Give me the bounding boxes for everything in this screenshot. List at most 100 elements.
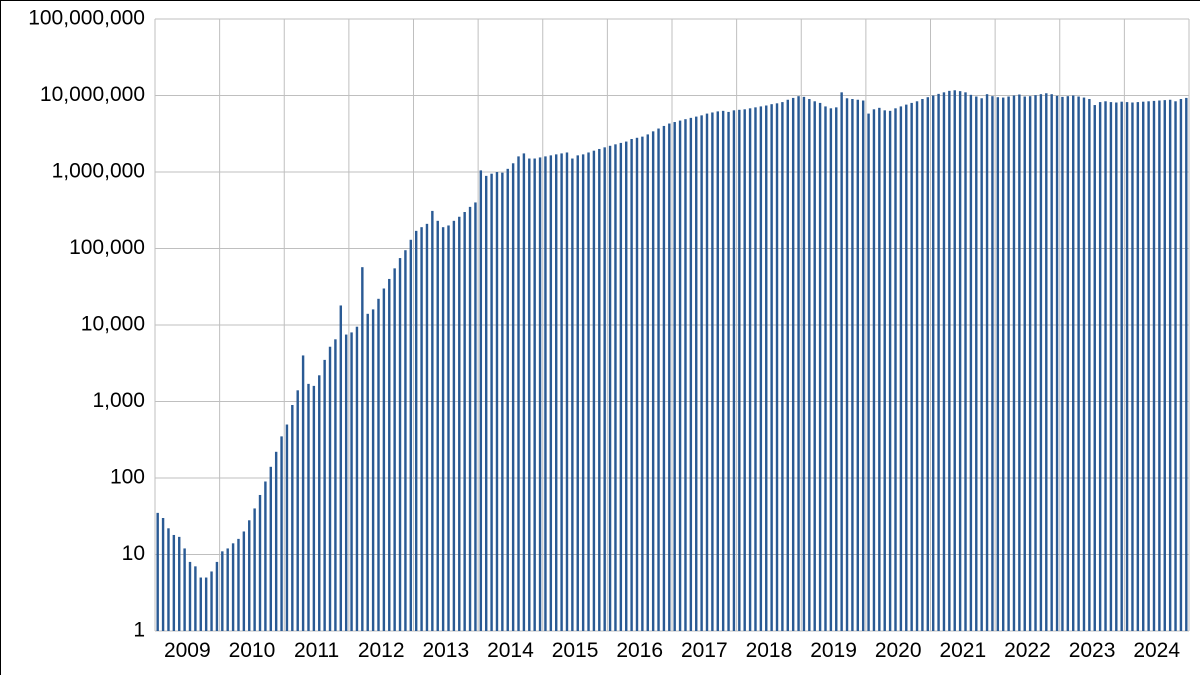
x-tick-label: 2023 xyxy=(1069,639,1116,662)
bar xyxy=(975,97,977,631)
y-tick-label: 1 xyxy=(133,619,145,642)
x-tick-label: 2018 xyxy=(746,639,793,662)
bar xyxy=(857,100,859,631)
bar xyxy=(760,106,762,631)
bar xyxy=(749,108,751,631)
x-tick-label: 2019 xyxy=(810,639,857,662)
bar xyxy=(426,224,428,631)
bar xyxy=(641,137,643,631)
bar xyxy=(469,207,471,631)
bar xyxy=(1126,102,1128,631)
bar xyxy=(706,114,708,631)
bar xyxy=(431,211,433,631)
bar xyxy=(372,309,374,631)
y-tick-label: 100,000,000 xyxy=(28,7,145,30)
bar xyxy=(507,169,509,631)
bar xyxy=(270,467,272,631)
bar xyxy=(754,107,756,631)
bar xyxy=(216,562,218,631)
bar xyxy=(1164,100,1166,631)
bar xyxy=(243,531,245,631)
bar xyxy=(210,571,212,631)
bar xyxy=(571,159,573,631)
x-tick-label: 2022 xyxy=(1004,639,1051,662)
bar xyxy=(307,384,309,631)
bar xyxy=(302,355,304,631)
bar xyxy=(781,102,783,631)
bar xyxy=(1083,98,1085,631)
bar xyxy=(490,174,492,631)
bar xyxy=(544,156,546,631)
bar xyxy=(593,151,595,631)
bar xyxy=(620,143,622,631)
bar xyxy=(291,405,293,631)
bar xyxy=(824,106,826,631)
bar xyxy=(587,152,589,631)
bar xyxy=(819,103,821,631)
bar xyxy=(932,96,934,632)
bar xyxy=(910,103,912,631)
bar xyxy=(733,110,735,631)
bar xyxy=(447,225,449,631)
bar xyxy=(986,94,988,631)
bar xyxy=(286,425,288,631)
bar xyxy=(318,375,320,631)
bar xyxy=(1120,102,1122,631)
bar xyxy=(943,92,945,631)
bar xyxy=(275,452,277,631)
bar xyxy=(560,153,562,631)
x-tick-label: 2021 xyxy=(939,639,986,662)
x-tick-label: 2011 xyxy=(294,639,339,662)
bar xyxy=(248,520,250,631)
bar xyxy=(997,97,999,631)
bar xyxy=(361,267,363,631)
bar xyxy=(345,335,347,631)
bar xyxy=(323,360,325,631)
y-tick-label: 100 xyxy=(110,466,145,489)
bar xyxy=(679,121,681,631)
bar xyxy=(630,139,632,631)
bar xyxy=(787,100,789,631)
bar xyxy=(776,103,778,631)
bar xyxy=(927,97,929,631)
bar xyxy=(964,92,966,631)
bar xyxy=(1061,97,1063,631)
bar xyxy=(156,513,158,631)
bar xyxy=(905,105,907,631)
x-tick-label: 2009 xyxy=(164,639,211,662)
bar xyxy=(1050,94,1052,631)
bar xyxy=(517,156,519,631)
bar xyxy=(410,240,412,631)
bar xyxy=(695,117,697,631)
bar xyxy=(743,109,745,631)
bar xyxy=(480,170,482,631)
bar xyxy=(900,106,902,631)
bar xyxy=(921,99,923,631)
bar xyxy=(383,289,385,631)
bar xyxy=(297,390,299,631)
bar xyxy=(959,91,961,631)
bar xyxy=(264,482,266,631)
bar xyxy=(200,578,202,631)
bar xyxy=(954,90,956,631)
bar xyxy=(162,518,164,631)
bar xyxy=(350,332,352,631)
bar xyxy=(636,138,638,631)
bar xyxy=(173,535,175,631)
bar xyxy=(1158,101,1160,631)
bar xyxy=(1045,93,1047,631)
x-tick-label: 2017 xyxy=(681,639,728,662)
bar xyxy=(1029,96,1031,631)
bar xyxy=(652,131,654,631)
bar xyxy=(727,112,729,631)
bar xyxy=(792,98,794,631)
bar xyxy=(189,562,191,631)
bar xyxy=(970,95,972,631)
bar xyxy=(367,314,369,631)
bar xyxy=(1104,101,1106,631)
bar xyxy=(463,212,465,631)
bar xyxy=(873,109,875,631)
y-tick-label: 100,000 xyxy=(69,236,145,259)
bar xyxy=(1153,101,1155,631)
bar xyxy=(399,258,401,631)
